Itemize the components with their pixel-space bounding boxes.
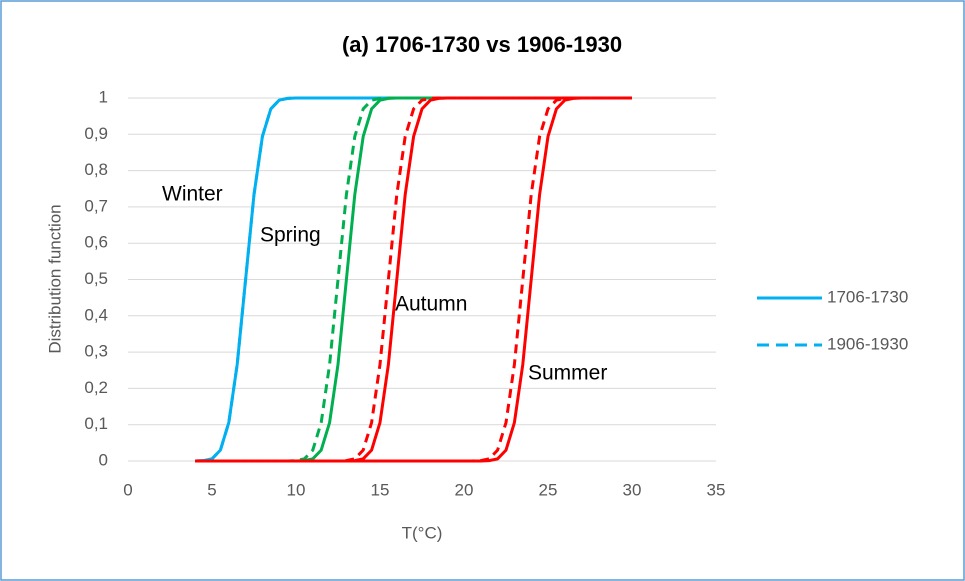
legend-label: 1906-1930 bbox=[827, 334, 908, 353]
y-tick-label: 1 bbox=[99, 87, 108, 106]
legend-label: 1706-1730 bbox=[827, 287, 908, 306]
y-tick-label: 0,4 bbox=[84, 305, 108, 324]
y-tick-label: 0,2 bbox=[84, 378, 108, 397]
x-tick-label: 5 bbox=[207, 480, 216, 499]
y-tick-label: 0 bbox=[99, 450, 108, 469]
y-tick-label: 0,5 bbox=[84, 269, 108, 288]
y-tick-label: 0,3 bbox=[84, 342, 108, 361]
x-tick-label: 0 bbox=[123, 480, 132, 499]
x-tick-label: 35 bbox=[707, 480, 726, 499]
x-tick-label: 25 bbox=[539, 480, 558, 499]
x-tick-label: 15 bbox=[371, 480, 390, 499]
y-tick-label: 0,9 bbox=[84, 124, 108, 143]
y-tick-label: 0,6 bbox=[84, 233, 108, 252]
season-label: Spring bbox=[260, 224, 321, 247]
cdf-line bbox=[195, 96, 632, 463]
y-tick-label: 0,8 bbox=[84, 160, 108, 179]
y-tick-label: 0,7 bbox=[84, 196, 108, 215]
season-label: Summer bbox=[528, 362, 607, 385]
season-label: Autumn bbox=[395, 293, 467, 316]
x-axis-label: T(°C) bbox=[402, 523, 443, 542]
x-tick-label: 30 bbox=[623, 480, 642, 499]
chart-title: (a) 1706-1730 vs 1906-1930 bbox=[342, 32, 622, 57]
cdf-line bbox=[195, 96, 632, 463]
x-tick-label: 20 bbox=[455, 480, 474, 499]
x-tick-label: 10 bbox=[287, 480, 306, 499]
y-axis-label: Distribution function bbox=[45, 204, 64, 353]
y-tick-label: 0,1 bbox=[84, 414, 108, 433]
season-label: Winter bbox=[162, 183, 223, 206]
